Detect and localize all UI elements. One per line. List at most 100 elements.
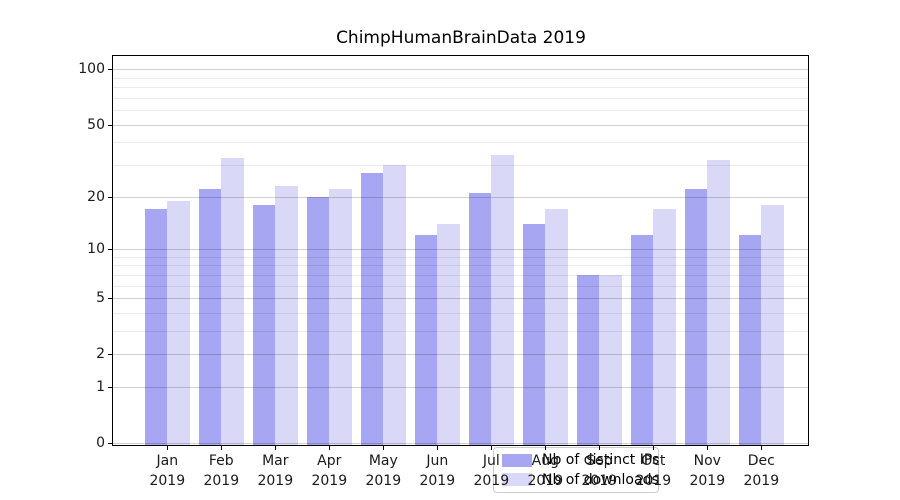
y-tick-mark: [108, 124, 112, 126]
x-tick-mark: [221, 446, 223, 450]
x-tick-year: 2019: [149, 473, 186, 489]
x-tick-month: Feb: [208, 453, 234, 469]
gridline-major: [113, 196, 808, 198]
y-tick-label: 1: [96, 379, 105, 396]
x-tick-month: Jul: [482, 453, 500, 469]
bar-nb-of-distinct-ips-aug: [522, 223, 546, 445]
x-tick-year: 2019: [581, 473, 618, 489]
gridline-major: [113, 387, 808, 389]
x-tick-label-oct: Oct 2019: [621, 451, 685, 491]
gridline-minor: [113, 285, 808, 287]
y-tick-label: 100: [78, 61, 105, 78]
gridline-minor: [113, 97, 808, 99]
x-tick-mark: [707, 446, 709, 450]
x-tick-mark: [491, 446, 493, 450]
gridline-major: [113, 124, 808, 126]
bar-nb-of-downloads-feb: [221, 157, 244, 445]
gridline-minor: [113, 274, 808, 276]
x-tick-label-sep: Sep 2019: [567, 451, 631, 491]
gridline-major: [113, 443, 808, 445]
bar-nb-of-downloads-mar: [275, 185, 298, 445]
gridline-major: [113, 69, 808, 71]
x-tick-year: 2019: [203, 473, 240, 489]
y-tick-mark: [108, 298, 112, 300]
x-tick-mark: [599, 446, 601, 450]
bar-nb-of-distinct-ips-may: [360, 173, 384, 445]
y-tick-label: 5: [96, 290, 105, 307]
gridline-minor: [113, 265, 808, 267]
x-tick-month: Oct: [641, 453, 666, 469]
gridline-minor: [113, 165, 808, 166]
x-tick-month: Apr: [317, 453, 342, 469]
x-tick-mark: [167, 446, 169, 450]
x-tick-year: 2019: [473, 473, 510, 489]
x-tick-month: Nov: [693, 453, 721, 469]
bar-nb-of-distinct-ips-sep: [576, 274, 600, 445]
bar-nb-of-downloads-apr: [329, 189, 352, 445]
x-tick-label-nov: Nov 2019: [675, 451, 739, 491]
gridline-major: [113, 248, 808, 250]
x-tick-month: Mar: [262, 453, 289, 469]
legend-label-distinct-ips: Nb of distinct IPs: [542, 452, 660, 469]
legend-label-downloads: Nb of downloads: [542, 471, 659, 488]
gridline-minor: [113, 110, 808, 112]
x-tick-month: Jun: [426, 453, 449, 469]
x-tick-month: Aug: [531, 453, 559, 469]
bar-nb-of-distinct-ips-mar: [252, 204, 276, 445]
x-tick-label-mar: Mar 2019: [243, 451, 307, 491]
bar-nb-of-downloads-oct: [653, 209, 676, 445]
y-tick-label: 20: [87, 188, 105, 205]
bar-nb-of-downloads-jul: [491, 155, 514, 445]
x-tick-year: 2019: [527, 473, 564, 489]
x-tick-month: May: [368, 453, 398, 469]
x-tick-label-apr: Apr 2019: [297, 451, 361, 491]
x-tick-mark: [761, 446, 763, 450]
x-tick-year: 2019: [635, 473, 672, 489]
bar-nb-of-downloads-jan: [167, 200, 190, 445]
y-tick-mark: [108, 387, 112, 389]
gridline-major: [113, 354, 808, 356]
gridline-major: [113, 298, 808, 300]
y-tick-label: 0: [96, 435, 105, 452]
bar-nb-of-distinct-ips-dec: [738, 235, 762, 445]
x-tick-label-dec: Dec 2019: [729, 451, 793, 491]
x-tick-mark: [383, 446, 385, 450]
legend-swatch-downloads: [502, 473, 532, 487]
bar-nb-of-downloads-jun: [437, 223, 460, 445]
x-tick-mark: [545, 446, 547, 450]
gridline-minor: [113, 142, 808, 144]
bar-nb-of-distinct-ips-nov: [684, 189, 708, 445]
legend: Nb of distinct IPs Nb of downloads: [493, 447, 659, 493]
x-tick-label-jul: Jul 2019: [459, 451, 523, 491]
bar-nb-of-distinct-ips-feb: [198, 189, 222, 445]
legend-entry-downloads: Nb of downloads: [502, 472, 659, 489]
x-tick-year: 2019: [689, 473, 726, 489]
x-tick-mark: [437, 446, 439, 450]
x-tick-mark: [275, 446, 277, 450]
gridline-minor: [113, 87, 808, 89]
x-tick-label-jan: Jan 2019: [135, 451, 199, 491]
y-tick-mark: [108, 443, 112, 445]
legend-entry-distinct-ips: Nb of distinct IPs: [502, 452, 659, 469]
gridline-minor: [113, 77, 808, 79]
x-tick-year: 2019: [419, 473, 456, 489]
bar-nb-of-distinct-ips-oct: [630, 235, 654, 445]
bar-nb-of-downloads-nov: [707, 159, 730, 445]
bar-nb-of-distinct-ips-jun: [414, 235, 438, 445]
y-tick-label: 10: [87, 240, 105, 257]
bar-nb-of-downloads-aug: [545, 209, 568, 445]
x-tick-label-may: May 2019: [351, 451, 415, 491]
bar-nb-of-downloads-sep: [599, 274, 622, 445]
y-tick-mark: [108, 354, 112, 356]
x-tick-year: 2019: [365, 473, 402, 489]
x-tick-mark: [329, 446, 331, 450]
legend-swatch-distinct-ips: [502, 453, 532, 467]
x-tick-year: 2019: [257, 473, 294, 489]
x-tick-label-feb: Feb 2019: [189, 451, 253, 491]
gridline-minor: [113, 256, 808, 258]
x-tick-month: Dec: [747, 453, 775, 469]
y-tick-mark: [108, 69, 112, 71]
x-tick-label-jun: Jun 2019: [405, 451, 469, 491]
plot-canvas: [113, 56, 808, 445]
